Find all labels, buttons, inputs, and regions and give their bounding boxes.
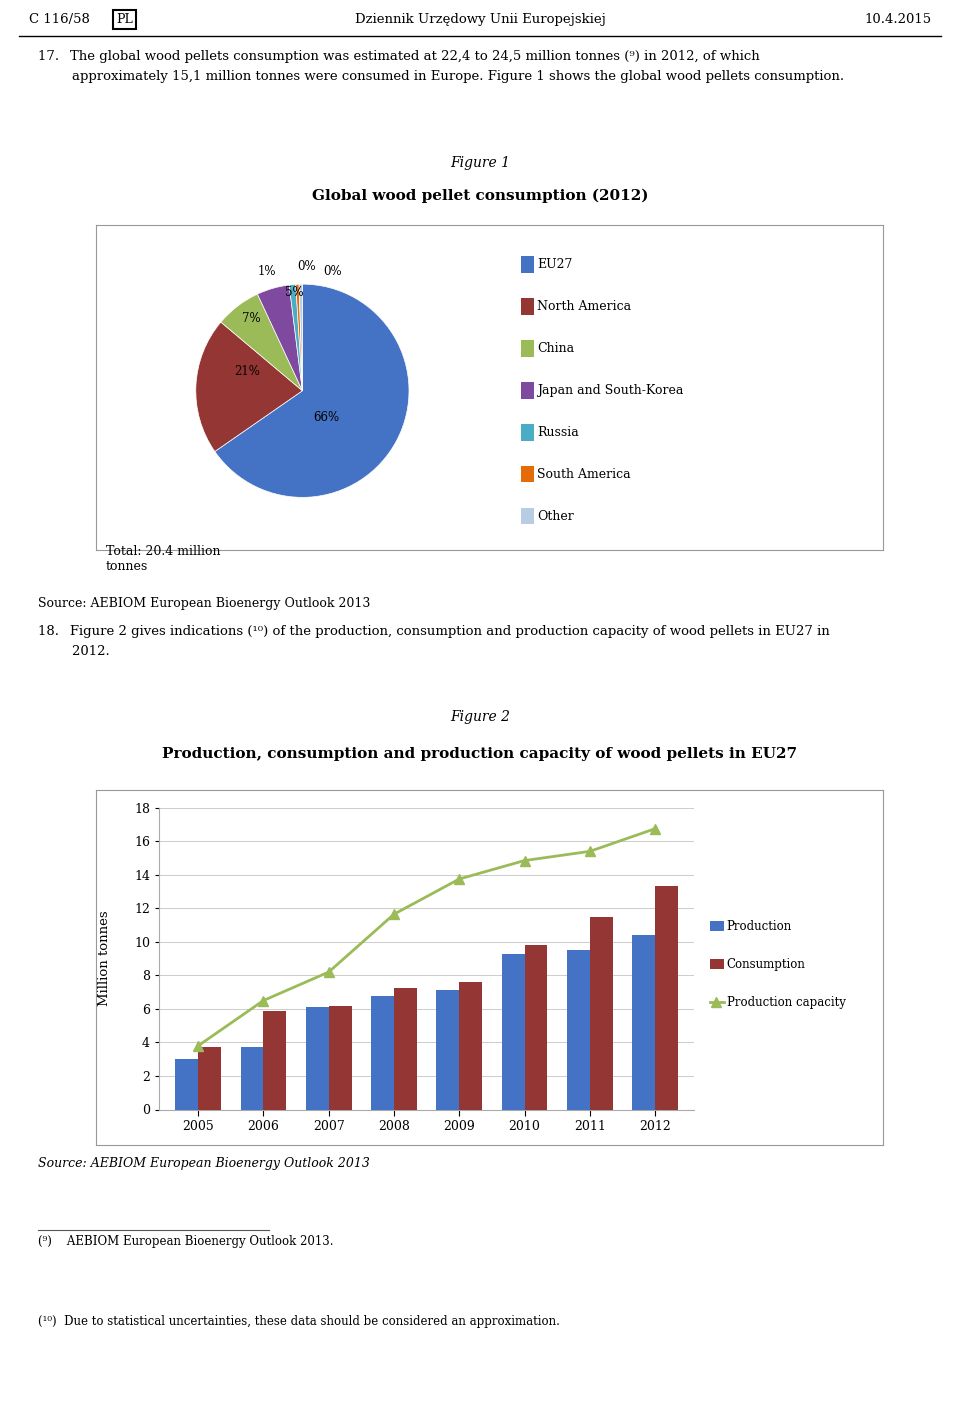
Text: 66%: 66% xyxy=(313,411,339,424)
Bar xyxy=(589,917,612,1109)
Text: 0%: 0% xyxy=(298,260,316,273)
Bar xyxy=(459,983,482,1109)
Bar xyxy=(521,466,534,482)
Bar xyxy=(241,1048,263,1109)
Bar xyxy=(710,958,724,970)
Bar xyxy=(521,340,534,357)
Wedge shape xyxy=(289,284,302,391)
Bar xyxy=(655,886,678,1109)
Text: South America: South America xyxy=(538,468,631,481)
Text: North America: North America xyxy=(538,300,632,313)
Text: Japan and South-Korea: Japan and South-Korea xyxy=(538,384,684,397)
Text: China: China xyxy=(538,343,574,356)
Text: (¹⁰)  Due to statistical uncertainties, these data should be considered an appro: (¹⁰) Due to statistical uncertainties, t… xyxy=(38,1315,561,1328)
Bar xyxy=(328,1007,351,1109)
Bar xyxy=(502,954,524,1109)
Wedge shape xyxy=(215,284,409,498)
Wedge shape xyxy=(296,284,302,391)
Bar xyxy=(633,936,655,1109)
Bar xyxy=(710,921,724,931)
Text: Source: AEBIOM European Bioenergy Outlook 2013: Source: AEBIOM European Bioenergy Outloo… xyxy=(38,1158,371,1170)
Bar xyxy=(521,383,534,398)
Text: 7%: 7% xyxy=(242,311,260,324)
Bar xyxy=(394,988,417,1109)
Text: 21%: 21% xyxy=(234,365,260,378)
Bar xyxy=(521,256,534,273)
Text: 17.  The global wood pellets consumption was estimated at 22,4 to 24,5 million t: 17. The global wood pellets consumption … xyxy=(38,50,845,82)
Text: 18.  Figure 2 gives indications (¹⁰) of the production, consumption and producti: 18. Figure 2 gives indications (¹⁰) of t… xyxy=(38,626,830,658)
Y-axis label: Million tonnes: Million tonnes xyxy=(98,912,110,1007)
Text: Russia: Russia xyxy=(538,425,579,439)
Bar xyxy=(176,1059,198,1109)
Wedge shape xyxy=(196,323,302,452)
Text: Consumption: Consumption xyxy=(727,957,805,971)
Bar xyxy=(263,1011,286,1109)
Text: Production: Production xyxy=(727,920,792,933)
Bar xyxy=(524,946,547,1109)
Wedge shape xyxy=(300,284,302,391)
Text: 10.4.2015: 10.4.2015 xyxy=(864,13,931,26)
Text: 0%: 0% xyxy=(323,264,342,277)
Text: Figure 1: Figure 1 xyxy=(450,155,510,169)
Bar xyxy=(567,950,589,1109)
Text: (⁹)    AEBIOM European Bioenergy Outlook 2013.: (⁹) AEBIOM European Bioenergy Outlook 20… xyxy=(38,1234,334,1249)
Bar xyxy=(521,508,534,525)
Text: Global wood pellet consumption (2012): Global wood pellet consumption (2012) xyxy=(312,189,648,203)
Text: Source: AEBIOM European Bioenergy Outlook 2013: Source: AEBIOM European Bioenergy Outloo… xyxy=(38,597,371,610)
Text: Other: Other xyxy=(538,509,574,523)
Text: Production capacity: Production capacity xyxy=(727,995,846,1008)
Text: Dziennik Urzędowy Unii Europejskiej: Dziennik Urzędowy Unii Europejskiej xyxy=(354,13,606,26)
Text: 1%: 1% xyxy=(258,264,276,277)
Bar xyxy=(198,1048,221,1109)
Text: Production, consumption and production capacity of wood pellets in EU27: Production, consumption and production c… xyxy=(162,747,798,761)
Text: 5%: 5% xyxy=(284,286,303,299)
Text: C 116/58: C 116/58 xyxy=(29,13,89,26)
Bar xyxy=(306,1007,328,1109)
Bar xyxy=(521,299,534,314)
Bar xyxy=(372,995,394,1109)
Text: Figure 2: Figure 2 xyxy=(450,711,510,724)
Text: EU27: EU27 xyxy=(538,259,573,272)
Bar xyxy=(521,424,534,441)
Text: Total: 20.4 million
tonnes: Total: 20.4 million tonnes xyxy=(106,545,220,573)
Wedge shape xyxy=(257,284,302,391)
Bar xyxy=(437,991,459,1109)
Text: PL: PL xyxy=(116,13,133,26)
Wedge shape xyxy=(221,294,302,391)
